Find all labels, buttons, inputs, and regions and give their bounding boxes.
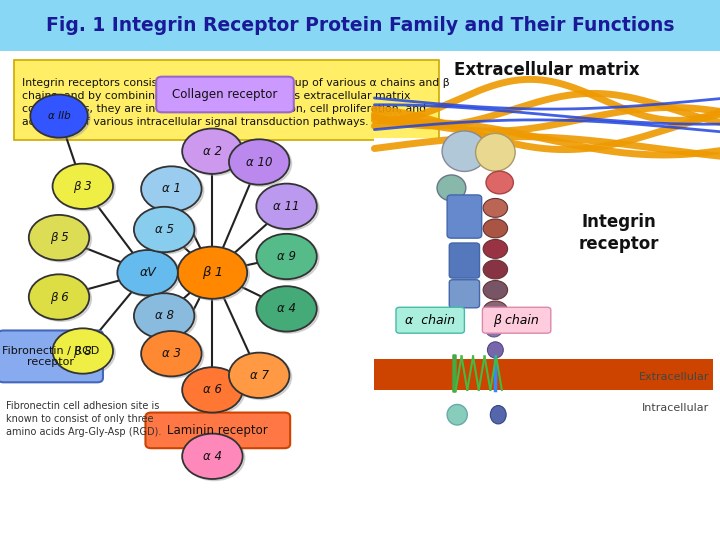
Ellipse shape bbox=[475, 133, 516, 171]
FancyBboxPatch shape bbox=[374, 359, 713, 390]
Circle shape bbox=[30, 94, 88, 138]
Text: Intracellular: Intracellular bbox=[642, 403, 709, 413]
FancyBboxPatch shape bbox=[449, 280, 480, 308]
Circle shape bbox=[120, 252, 180, 297]
Text: αV: αV bbox=[139, 266, 156, 279]
Text: Fibronectin / RGD
receptor: Fibronectin / RGD receptor bbox=[1, 346, 99, 367]
Circle shape bbox=[143, 333, 204, 378]
Circle shape bbox=[231, 141, 292, 186]
Text: β 6: β 6 bbox=[50, 291, 68, 303]
Ellipse shape bbox=[442, 131, 487, 172]
Circle shape bbox=[182, 129, 243, 174]
Circle shape bbox=[53, 164, 113, 209]
Text: α 3: α 3 bbox=[162, 347, 181, 360]
Text: Collagen receptor: Collagen receptor bbox=[172, 88, 278, 101]
Circle shape bbox=[143, 168, 204, 213]
Text: α IIb: α IIb bbox=[48, 111, 71, 121]
FancyBboxPatch shape bbox=[14, 60, 439, 140]
Text: β 5: β 5 bbox=[50, 231, 68, 244]
FancyBboxPatch shape bbox=[145, 413, 290, 448]
Circle shape bbox=[256, 184, 317, 229]
Circle shape bbox=[31, 217, 91, 262]
Ellipse shape bbox=[447, 404, 467, 425]
Circle shape bbox=[231, 354, 292, 400]
Circle shape bbox=[182, 367, 243, 413]
Text: β chain: β chain bbox=[493, 314, 539, 327]
Text: α 10: α 10 bbox=[246, 156, 272, 168]
Text: β 1: β 1 bbox=[202, 266, 223, 279]
Ellipse shape bbox=[485, 316, 503, 337]
Circle shape bbox=[184, 369, 245, 414]
Circle shape bbox=[229, 139, 289, 185]
Text: Extracellular: Extracellular bbox=[639, 372, 709, 382]
Circle shape bbox=[258, 288, 319, 333]
Circle shape bbox=[141, 166, 202, 212]
Circle shape bbox=[184, 435, 245, 481]
Ellipse shape bbox=[437, 175, 466, 201]
Circle shape bbox=[229, 353, 289, 398]
Ellipse shape bbox=[490, 406, 506, 424]
FancyBboxPatch shape bbox=[482, 307, 551, 333]
Ellipse shape bbox=[483, 240, 508, 258]
FancyBboxPatch shape bbox=[374, 138, 713, 470]
Text: β 8: β 8 bbox=[73, 345, 92, 357]
Ellipse shape bbox=[483, 260, 508, 279]
Circle shape bbox=[134, 207, 194, 252]
Text: α 4: α 4 bbox=[203, 450, 222, 463]
FancyBboxPatch shape bbox=[449, 243, 480, 278]
FancyBboxPatch shape bbox=[156, 77, 294, 112]
Text: α 4: α 4 bbox=[277, 302, 296, 315]
Circle shape bbox=[136, 208, 197, 254]
Circle shape bbox=[182, 434, 243, 479]
Circle shape bbox=[258, 185, 319, 231]
Text: Integrin receptors consist of a heterodimer made up of various α chains and β
ch: Integrin receptors consist of a heterodi… bbox=[22, 78, 449, 127]
Text: α 6: α 6 bbox=[203, 383, 222, 396]
Text: α  chain: α chain bbox=[405, 314, 455, 327]
Ellipse shape bbox=[483, 301, 508, 320]
Circle shape bbox=[136, 295, 197, 340]
Circle shape bbox=[55, 165, 115, 211]
Text: α 7: α 7 bbox=[250, 369, 269, 382]
Circle shape bbox=[32, 96, 90, 139]
Text: Extracellular matrix: Extracellular matrix bbox=[454, 61, 640, 79]
Circle shape bbox=[29, 215, 89, 260]
Circle shape bbox=[256, 286, 317, 332]
Circle shape bbox=[178, 247, 247, 299]
Ellipse shape bbox=[487, 342, 503, 358]
Text: α 8: α 8 bbox=[155, 309, 174, 322]
Text: α 11: α 11 bbox=[274, 200, 300, 213]
Text: Integrin
receptor: Integrin receptor bbox=[579, 213, 660, 253]
Circle shape bbox=[180, 248, 249, 300]
Circle shape bbox=[29, 274, 89, 320]
Text: α 9: α 9 bbox=[277, 250, 296, 263]
Circle shape bbox=[141, 331, 202, 376]
Circle shape bbox=[55, 330, 115, 375]
Circle shape bbox=[53, 328, 113, 374]
Ellipse shape bbox=[483, 219, 508, 238]
Text: α 2: α 2 bbox=[203, 145, 222, 158]
Text: Laminin receptor: Laminin receptor bbox=[168, 424, 268, 437]
Ellipse shape bbox=[486, 171, 513, 194]
FancyBboxPatch shape bbox=[396, 307, 464, 333]
Circle shape bbox=[258, 235, 319, 281]
Circle shape bbox=[117, 250, 178, 295]
Text: α 5: α 5 bbox=[155, 223, 174, 236]
FancyBboxPatch shape bbox=[0, 330, 103, 382]
FancyBboxPatch shape bbox=[447, 195, 482, 238]
Circle shape bbox=[134, 293, 194, 339]
Text: Fibronectin cell adhesion site is
known to consist of only three
amino acids Arg: Fibronectin cell adhesion site is known … bbox=[6, 401, 161, 437]
Ellipse shape bbox=[483, 198, 508, 217]
Circle shape bbox=[184, 130, 245, 176]
Ellipse shape bbox=[483, 281, 508, 299]
Text: α 1: α 1 bbox=[162, 183, 181, 195]
Circle shape bbox=[256, 234, 317, 279]
Text: β 3: β 3 bbox=[73, 180, 92, 193]
FancyBboxPatch shape bbox=[0, 0, 720, 51]
Circle shape bbox=[31, 276, 91, 321]
Text: Fig. 1 Integrin Receptor Protein Family and Their Functions: Fig. 1 Integrin Receptor Protein Family … bbox=[46, 16, 674, 36]
